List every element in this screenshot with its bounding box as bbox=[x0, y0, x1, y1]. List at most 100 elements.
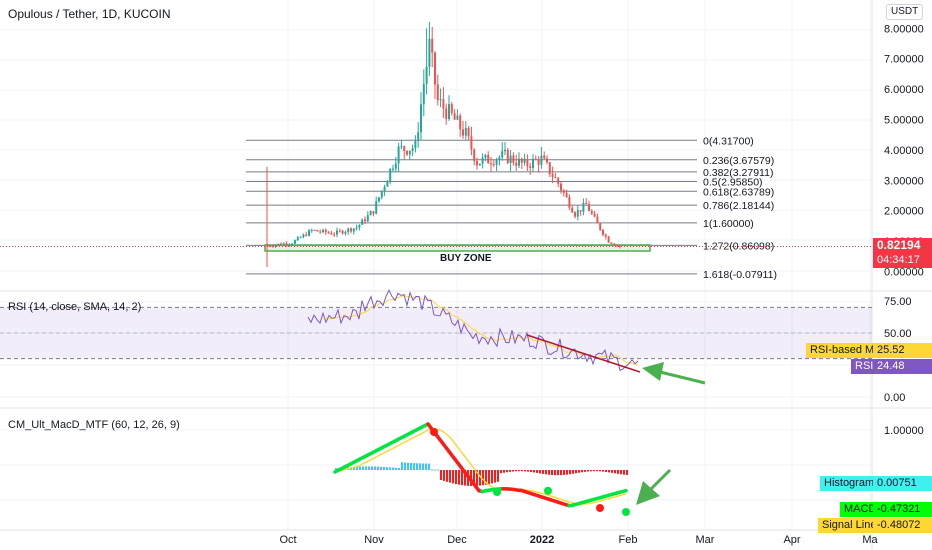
macd-cross-dot bbox=[596, 504, 604, 512]
time-axis-label: Nov bbox=[364, 534, 384, 546]
histogram-bar bbox=[473, 470, 475, 486]
candle-body bbox=[579, 210, 582, 212]
histogram-bar bbox=[365, 466, 367, 470]
histogram-bar bbox=[584, 470, 586, 472]
histogram-bar bbox=[560, 470, 562, 476]
histogram-bar bbox=[578, 470, 580, 473]
candle-body bbox=[574, 212, 576, 217]
candlestick-series bbox=[266, 21, 621, 267]
candle-body bbox=[310, 229, 313, 231]
histogram-bar bbox=[422, 463, 424, 470]
histogram-bar bbox=[533, 470, 535, 473]
histogram-bar bbox=[620, 470, 622, 475]
candle-body bbox=[501, 151, 504, 158]
histogram-bar bbox=[539, 470, 541, 474]
candle-body bbox=[319, 231, 322, 233]
candle-body bbox=[266, 244, 268, 246]
histogram-bar bbox=[401, 462, 403, 470]
candle-body bbox=[450, 104, 453, 114]
histogram-bar bbox=[491, 470, 493, 484]
histogram-bar bbox=[335, 468, 337, 470]
fib-level-label: 1.618(-0.07911) bbox=[703, 269, 777, 281]
candle-body bbox=[506, 149, 509, 163]
histogram-bar bbox=[599, 470, 601, 472]
histogram-bar bbox=[419, 463, 421, 470]
candle-body bbox=[350, 228, 352, 232]
candle-body bbox=[316, 230, 319, 232]
histogram-bar bbox=[557, 470, 559, 476]
histogram-bar bbox=[506, 470, 508, 473]
rsi-trend-line[interactable] bbox=[526, 334, 641, 373]
fib-level-label: 0.618(2.63789) bbox=[703, 186, 774, 198]
macd-title[interactable]: CM_Ult_MacD_MTF (60, 12, 26, 9) bbox=[8, 419, 180, 431]
macd-arrow[interactable] bbox=[636, 468, 672, 505]
symbol-title[interactable]: Opulous / Tether, 1D, KUCOIN bbox=[8, 7, 171, 21]
time-axis[interactable]: Oct Nov Dec 2022 Feb Mar Apr Ma bbox=[0, 529, 932, 546]
candle-body bbox=[616, 245, 618, 247]
histogram-bar bbox=[521, 470, 523, 472]
histogram-bar bbox=[530, 470, 532, 473]
candle-body bbox=[445, 108, 448, 120]
histogram-bar bbox=[605, 470, 607, 472]
candle-body bbox=[369, 211, 372, 216]
candle-body bbox=[434, 52, 436, 85]
histogram-bar bbox=[527, 470, 529, 472]
candle-body bbox=[414, 140, 417, 149]
histogram-bar bbox=[554, 470, 556, 476]
candle-body bbox=[543, 155, 546, 159]
candle-body bbox=[274, 244, 277, 247]
rsi-arrow[interactable] bbox=[642, 362, 706, 385]
macd-line-segment bbox=[621, 488, 628, 494]
histogram-bar bbox=[389, 467, 391, 470]
price-tick-label: 3.00000 bbox=[884, 175, 924, 187]
fib-level-label: 1(1.60000) bbox=[703, 218, 754, 230]
signal-label-tag: Signal Line bbox=[818, 518, 881, 533]
candle-body bbox=[364, 219, 366, 222]
histogram-bar bbox=[407, 462, 409, 470]
fib-level-label: 0(4.31700) bbox=[703, 135, 754, 147]
candle-body bbox=[333, 234, 336, 236]
histogram-bar bbox=[356, 466, 358, 470]
rsi-title[interactable]: RSI (14, close, SMA, 14, 2) bbox=[8, 301, 141, 313]
candle-body bbox=[322, 229, 324, 233]
price-tick-label: 7.00000 bbox=[884, 54, 924, 66]
histogram-bar bbox=[464, 470, 466, 486]
currency-button[interactable]: USDT bbox=[886, 4, 924, 20]
histogram-bar bbox=[587, 470, 589, 472]
candle-body bbox=[341, 230, 344, 234]
arrow-shaft bbox=[646, 468, 672, 494]
candle-body bbox=[610, 242, 613, 244]
candle-body bbox=[380, 190, 383, 198]
candle-body bbox=[442, 99, 445, 109]
candle-body bbox=[285, 243, 288, 245]
candle-body bbox=[478, 163, 481, 166]
histogram-bar bbox=[551, 470, 553, 475]
candle-body bbox=[571, 207, 574, 213]
candle-body bbox=[464, 128, 467, 136]
last-price-tag: 0.82194 bbox=[873, 238, 932, 253]
rsi-tick-label: 75.00 bbox=[884, 296, 912, 308]
buy-zone-box[interactable] bbox=[264, 244, 651, 252]
candle-body bbox=[394, 163, 397, 169]
candle-body bbox=[378, 197, 380, 202]
candle-body bbox=[428, 38, 431, 67]
macd-scale-tick: 1.00000 bbox=[884, 425, 924, 437]
candle-body bbox=[476, 161, 478, 166]
histogram-bar bbox=[479, 470, 481, 486]
histogram-bar bbox=[494, 470, 496, 483]
time-axis-label: Mar bbox=[696, 534, 715, 546]
candle-body bbox=[462, 129, 464, 136]
histogram-bar bbox=[572, 470, 574, 474]
histogram-bar bbox=[626, 470, 628, 475]
histogram-bar bbox=[428, 463, 430, 470]
candle-body bbox=[431, 38, 434, 53]
candle-body bbox=[548, 162, 551, 175]
arrow-head bbox=[642, 362, 664, 381]
histogram-bar bbox=[353, 466, 355, 470]
histogram-bar bbox=[488, 470, 490, 485]
time-axis-label: Feb bbox=[619, 534, 638, 546]
histogram-bar bbox=[440, 470, 442, 480]
price-tick-label: 0.00000 bbox=[884, 267, 924, 279]
histogram-bar bbox=[512, 470, 514, 472]
